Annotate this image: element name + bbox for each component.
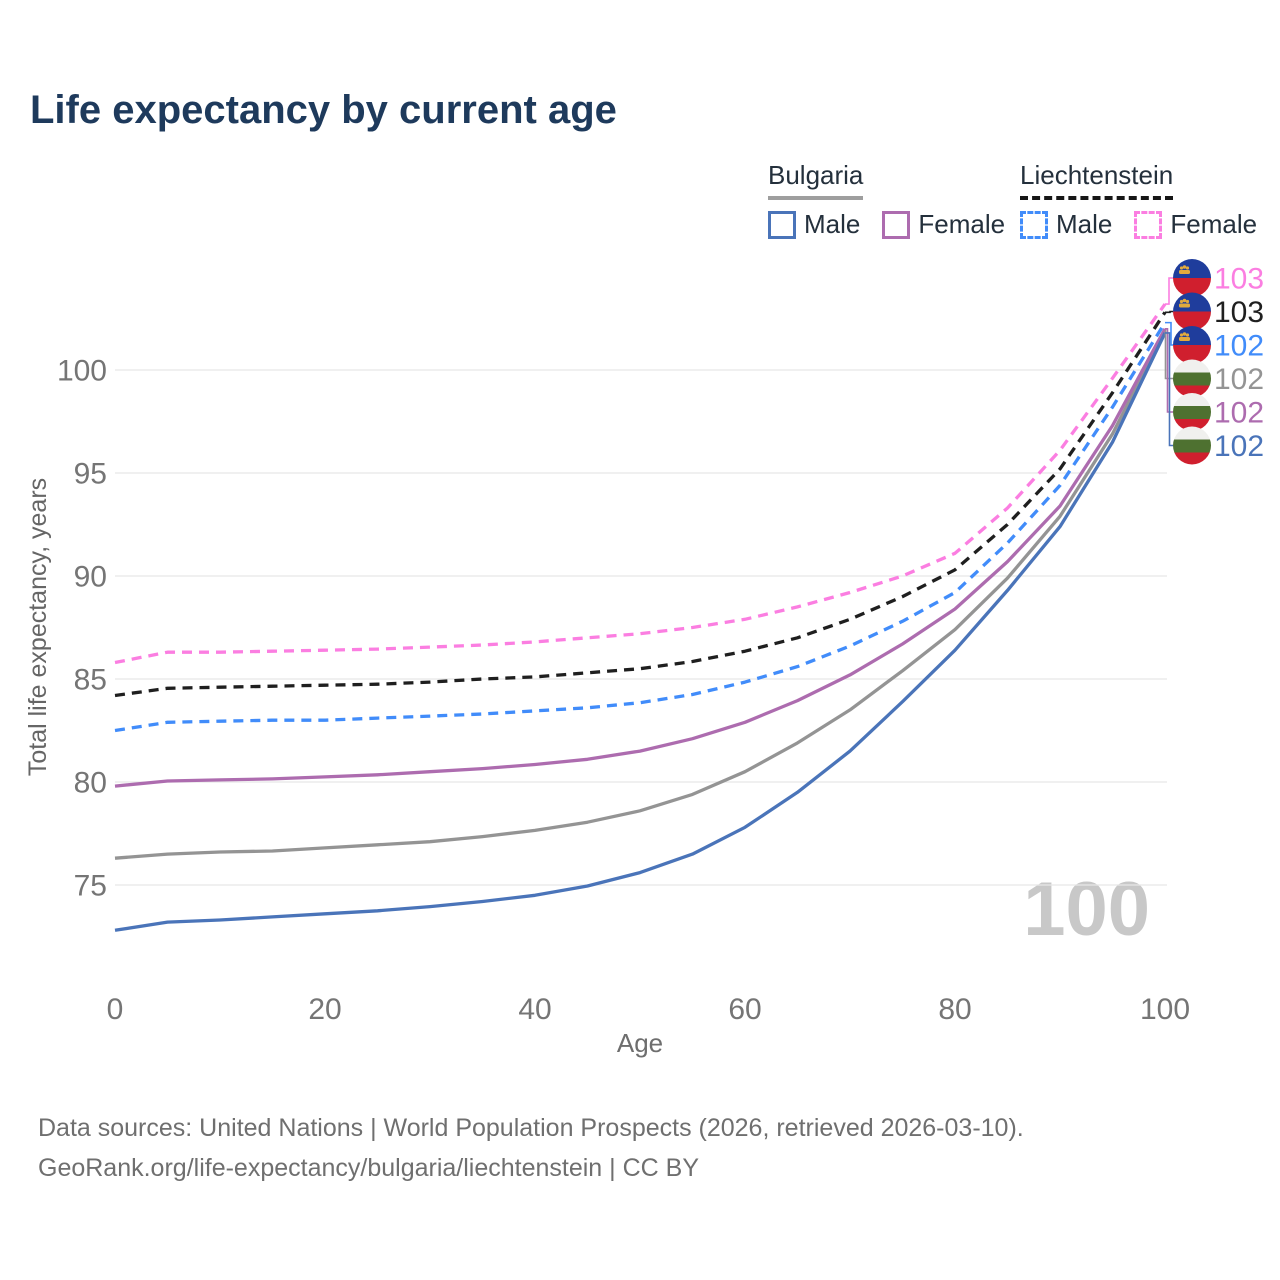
footer-attribution: GeoRank.org/life-expectancy/bulgaria/lie… xyxy=(38,1154,699,1182)
legend-item-label: Male xyxy=(1056,209,1113,239)
y-axis-tick-label: 90 xyxy=(74,561,107,594)
liechtenstein-flag-icon xyxy=(1173,292,1211,331)
legend-item-liechtenstein-female[interactable]: Female xyxy=(1134,209,1257,240)
legend-item-label: Male xyxy=(804,209,861,239)
x-axis-tick-label: 60 xyxy=(728,993,761,1026)
x-axis-tick-label: 80 xyxy=(938,993,971,1026)
end-value-label: 103 xyxy=(1214,296,1264,329)
gridlines xyxy=(115,369,1167,886)
series-lines xyxy=(114,303,1167,932)
y-axis-tick-label: 85 xyxy=(74,664,107,697)
x-axis-tick-label: 0 xyxy=(107,993,124,1026)
series-line-bg-male[interactable] xyxy=(114,332,1167,932)
end-value-label: 102 xyxy=(1214,397,1264,430)
x-axis-tick-label: 100 xyxy=(1140,993,1190,1026)
y-axis-tick-label: 80 xyxy=(74,767,107,800)
legend-group-bulgaria: Bulgaria Male Female xyxy=(768,160,1027,240)
axis-ticks: 75 80 85 90 95 100 0 20 40 60 80 100 xyxy=(57,355,1190,1027)
bulgaria-flag-icon xyxy=(1173,393,1211,431)
y-axis-title: Total life expectancy, years xyxy=(24,478,52,776)
end-label-connector xyxy=(1165,321,1173,346)
end-value-label: 102 xyxy=(1214,430,1264,463)
footer: Data sources: United Nations | World Pop… xyxy=(38,1108,1024,1188)
legend-item-label: Female xyxy=(1170,209,1258,239)
x-axis-tick-label: 40 xyxy=(518,993,551,1026)
bulgaria-flag-icon xyxy=(1173,426,1211,465)
bulgaria-female-swatch-icon xyxy=(882,210,911,239)
end-value-label: 103 xyxy=(1214,263,1264,296)
watermark-age-indicator: 100 xyxy=(1023,867,1150,952)
end-value-label: 102 xyxy=(1214,330,1264,363)
legend-group-liechtenstein: Liechtenstein Male Female xyxy=(1020,160,1279,240)
x-axis-title: Age xyxy=(617,1028,663,1058)
series-line-li-female[interactable] xyxy=(114,303,1167,665)
footer-data-sources: Data sources: United Nations | World Pop… xyxy=(38,1114,1024,1142)
end-value-label: 102 xyxy=(1214,363,1264,396)
page-title: Life expectancy by current age xyxy=(30,88,617,132)
series-line-bg-total[interactable] xyxy=(114,330,1167,860)
legend-row-bulgaria: Male Female xyxy=(768,209,1027,240)
liechtenstein-male-swatch-icon xyxy=(1020,210,1048,239)
series-line-bg-female[interactable] xyxy=(114,328,1167,788)
series-line-li-total[interactable] xyxy=(114,311,1167,698)
y-axis-tick-label: 100 xyxy=(57,355,107,388)
liechtenstein-female-swatch-icon xyxy=(1134,210,1163,239)
bulgaria-male-swatch-icon xyxy=(768,210,796,239)
legend-item-label: Female xyxy=(918,209,1006,239)
end-label-connector xyxy=(1165,332,1173,447)
end-label-connector xyxy=(1165,310,1173,314)
legend-item-bulgaria-male[interactable]: Male xyxy=(768,209,860,240)
legend-row-liechtenstein: Male Female xyxy=(1020,209,1279,240)
y-axis-tick-label: 95 xyxy=(74,458,107,491)
series-line-li-male[interactable] xyxy=(114,321,1167,733)
legend-item-liechtenstein-male[interactable]: Male xyxy=(1020,209,1112,240)
liechtenstein-flag-icon xyxy=(1173,259,1211,297)
y-axis-tick-label: 75 xyxy=(74,870,107,903)
bulgaria-flag-icon xyxy=(1173,359,1211,398)
legend-country-bulgaria[interactable]: Bulgaria xyxy=(768,160,864,200)
legend-country-liechtenstein[interactable]: Liechtenstein xyxy=(1020,160,1174,200)
end-label-connector xyxy=(1165,277,1173,305)
legend: Bulgaria Male Female Liechtenstein Male xyxy=(0,160,1280,250)
legend-item-bulgaria-female[interactable]: Female xyxy=(882,209,1005,240)
x-axis-tick-label: 20 xyxy=(308,993,341,1026)
liechtenstein-flag-icon xyxy=(1173,326,1211,364)
